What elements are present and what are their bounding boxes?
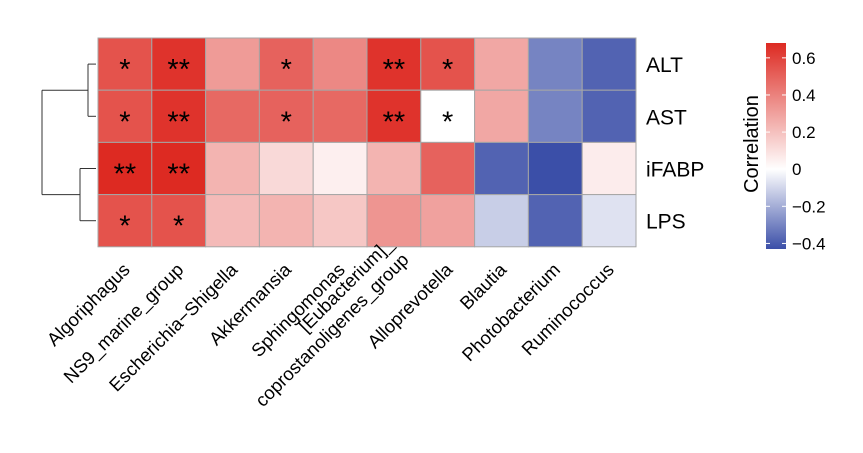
significance-marker: ** [383,54,406,86]
row-label: iFABP [646,159,704,182]
heatmap-cell [205,37,260,91]
heatmap-cell [420,141,476,196]
significance-marker: ** [167,159,190,191]
heatmap-cell [474,89,529,143]
heatmap-cell [258,194,314,248]
heatmap-cell [366,89,422,143]
heatmap-cell [151,194,207,248]
heatmap-cell [312,141,368,196]
colorbar-tick-label: 0.6 [792,49,816,68]
heatmap-cell [527,37,583,91]
significance-marker: * [173,211,184,243]
heatmap-cell [474,37,529,91]
heatmap-cell [366,37,422,91]
heatmap-cell [527,194,583,248]
colorbar: 0.6 0.4 0.2 0 −0.2 −0.4 Correlation [741,43,826,253]
heatmap-cell [205,194,260,248]
colorbar-tick-label: −0.4 [792,234,826,253]
heatmap-cells [97,37,637,248]
heatmap-cell [581,194,637,248]
heatmap-cell [581,89,637,143]
heatmap-cell [581,37,637,91]
column-label: Ruminococcus [517,259,618,360]
row-label: AST [646,106,687,129]
significance-marker: * [442,54,453,86]
column-labels: AlgoriphagusNS9_marine_groupEscherichia−… [43,233,618,412]
colorbar-title: Correlation [741,95,763,193]
significance-marker: ** [167,106,190,138]
heatmap-cell [312,37,368,91]
column-label: Photobacterium [458,259,564,365]
heatmap-cell [527,89,583,143]
heatmap-cell [366,194,422,248]
significance-marker: * [281,106,292,138]
significance-marker: ** [383,106,406,138]
heatmap-cell [581,141,637,196]
colorbar-gradient [766,43,786,249]
heatmap-cell [312,89,368,143]
heatmap-cell [258,141,314,196]
row-label: ALT [646,54,683,77]
heatmap-cell [97,89,153,143]
colorbar-tick-label: 0.2 [792,123,816,142]
heatmap-cell [205,89,260,143]
significance-marker: * [119,54,130,86]
heatmap-cell [527,141,583,196]
row-labels: ALT AST iFABP LPS [646,54,704,234]
heatmap-cell [420,37,476,91]
heatmap-cell [312,194,368,248]
colorbar-tick-label: −0.2 [792,197,826,216]
significance-marker: * [119,211,130,243]
significance-marker: * [119,106,130,138]
heatmap-cell [205,141,260,196]
significance-marker: * [442,106,453,138]
row-label: LPS [646,211,686,234]
significance-marker: ** [114,159,137,191]
row-dendrogram [41,63,96,222]
heatmap-cell [474,194,529,248]
heatmap-cell [151,141,207,196]
colorbar-tick-label: 0.4 [792,86,816,105]
heatmap-cell [97,194,153,248]
colorbar-tick-label: 0 [792,160,801,179]
heatmap-cell [97,141,153,196]
heatmap-cell [474,141,529,196]
significance-marker: ** [167,54,190,86]
heatmap-cell [420,89,476,143]
significance-marker: * [281,54,292,86]
heatmap-cell [366,141,422,196]
significance-markers: * ** * ** ** ** * ** *** *** * [114,54,454,243]
heatmap-cell [420,194,476,248]
